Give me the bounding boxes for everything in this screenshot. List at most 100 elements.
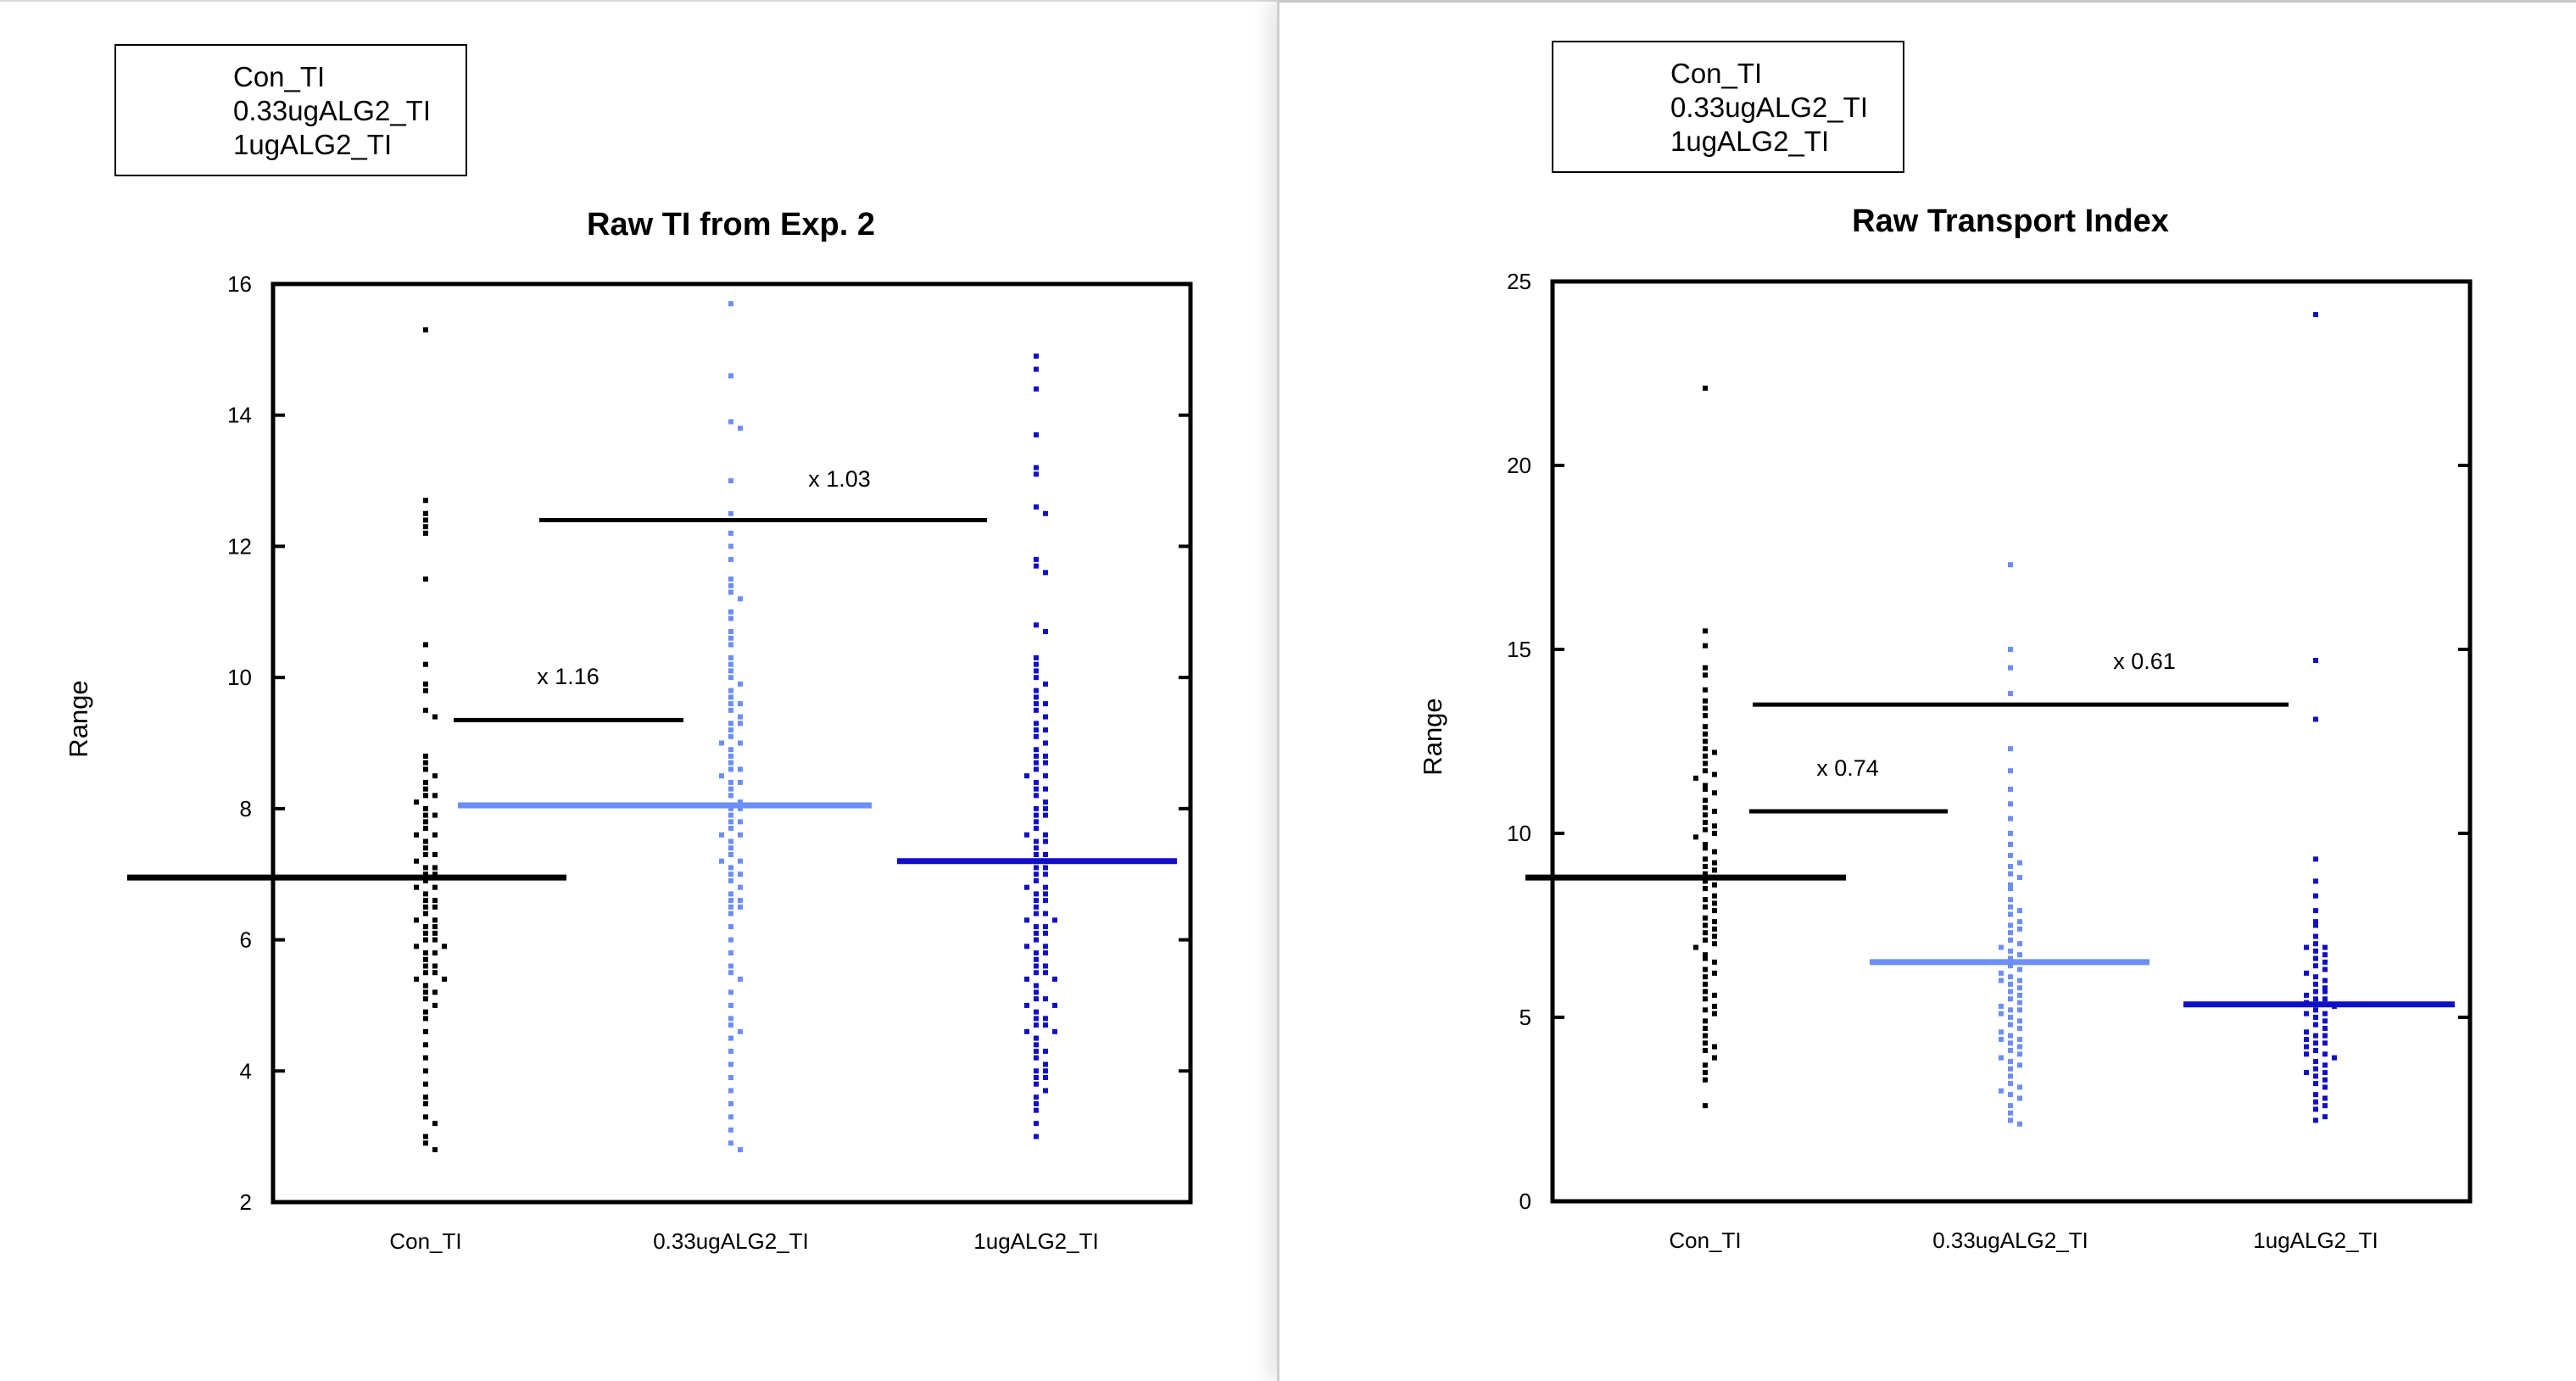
- data-point: [2313, 1007, 2318, 1013]
- data-point: [423, 1068, 428, 1074]
- data-point: [2008, 1022, 2013, 1027]
- data-point: [1034, 1016, 1039, 1022]
- data-point: [1999, 1029, 2004, 1035]
- data-point: [423, 963, 428, 969]
- data-point: [423, 983, 428, 988]
- data-point: [728, 793, 733, 799]
- data-point: [1034, 970, 1039, 976]
- data-point: [1712, 900, 1717, 906]
- data-point: [2322, 988, 2328, 994]
- data-point: [2304, 944, 2309, 950]
- data-point: [728, 1140, 733, 1146]
- data-point: [2008, 904, 2013, 910]
- data-point: [1703, 724, 1708, 730]
- data-point: [1034, 950, 1039, 956]
- data-point: [1703, 974, 1708, 980]
- data-point: [738, 701, 743, 707]
- data-point: [2304, 1011, 2309, 1016]
- data-point: [1043, 1061, 1048, 1067]
- data-point: [1034, 904, 1039, 910]
- data-point: [2322, 1084, 2328, 1090]
- data-point: [2313, 948, 2318, 954]
- data-point: [728, 871, 733, 877]
- data-point: [2008, 886, 2013, 892]
- data-point: [2008, 871, 2013, 877]
- data-point: [414, 832, 419, 838]
- chart-panel-right: Con_TI 0.33ugALG2_TI 1ugALG2_TI Raw Tran…: [1277, 0, 2576, 1381]
- data-point: [1043, 963, 1048, 969]
- data-point: [1024, 832, 1029, 838]
- fold-change-label: x 0.61: [2113, 649, 2176, 674]
- data-point: [2008, 853, 2013, 859]
- data-point: [1034, 983, 1039, 988]
- data-point: [2313, 1059, 2318, 1065]
- fold-change-label: x 1.03: [808, 466, 871, 492]
- data-point: [1703, 1040, 1708, 1046]
- data-point: [728, 668, 733, 674]
- data-point: [1712, 992, 1717, 998]
- data-point: [1999, 1055, 2004, 1061]
- data-point: [1034, 688, 1039, 693]
- data-point: [423, 753, 428, 759]
- data-point: [432, 970, 438, 976]
- data-point: [1703, 827, 1708, 832]
- data-point: [1712, 908, 1717, 914]
- data-point: [2304, 1070, 2309, 1076]
- data-point: [1703, 628, 1708, 634]
- data-point: [1034, 661, 1039, 667]
- data-point: [2313, 996, 2318, 1002]
- data-point: [1703, 786, 1708, 792]
- data-point: [2322, 1040, 2328, 1046]
- data-point: [2313, 955, 2318, 961]
- data-point: [1043, 1068, 1048, 1074]
- data-point: [1703, 845, 1708, 851]
- data-point: [728, 865, 733, 871]
- data-point: [1712, 749, 1717, 755]
- data-point: [432, 1121, 438, 1127]
- data-point: [2322, 1095, 2328, 1101]
- data-point: [719, 740, 724, 746]
- data-point: [2017, 919, 2022, 925]
- data-point: [2008, 882, 2013, 888]
- data-point: [1703, 864, 1708, 870]
- data-point: [432, 884, 438, 890]
- data-point: [423, 793, 428, 799]
- data-point: [728, 760, 733, 766]
- data-point: [1703, 952, 1708, 958]
- data-point: [738, 681, 743, 687]
- data-point: [728, 1127, 733, 1133]
- data-point: [1999, 977, 2004, 983]
- data-point: [1034, 779, 1039, 785]
- data-point: [1043, 701, 1048, 707]
- data-point: [1034, 852, 1039, 858]
- data-point: [1034, 1094, 1039, 1100]
- data-point: [2008, 1066, 2013, 1072]
- data-point: [2313, 908, 2318, 914]
- data-point: [1034, 733, 1039, 739]
- data-point: [1712, 849, 1717, 855]
- y-tick-label: 5: [1519, 1005, 1531, 1030]
- x-tick-label: 0.33ugALG2_TI: [653, 1228, 809, 1254]
- data-point: [1034, 1081, 1039, 1087]
- data-point: [423, 904, 428, 910]
- data-point: [1034, 471, 1039, 477]
- data-point: [738, 904, 743, 910]
- data-point: [2008, 831, 2013, 836]
- data-point: [2008, 691, 2013, 697]
- data-point: [2313, 1033, 2318, 1039]
- x-tick-label: 1ugALG2_TI: [973, 1228, 1098, 1254]
- data-point: [2008, 647, 2013, 652]
- data-point: [2008, 974, 2013, 980]
- data-point: [423, 891, 428, 897]
- data-point: [423, 845, 428, 851]
- data-point: [423, 970, 428, 976]
- data-point: [1703, 966, 1708, 972]
- data-point: [2313, 716, 2318, 722]
- data-point: [728, 615, 733, 621]
- data-point: [1999, 1088, 2004, 1094]
- data-point: [2008, 1015, 2013, 1020]
- data-point: [432, 871, 438, 877]
- legend-label: 0.33ugALG2_TI: [1670, 92, 1868, 123]
- data-point: [728, 812, 733, 818]
- data-point: [1043, 760, 1048, 766]
